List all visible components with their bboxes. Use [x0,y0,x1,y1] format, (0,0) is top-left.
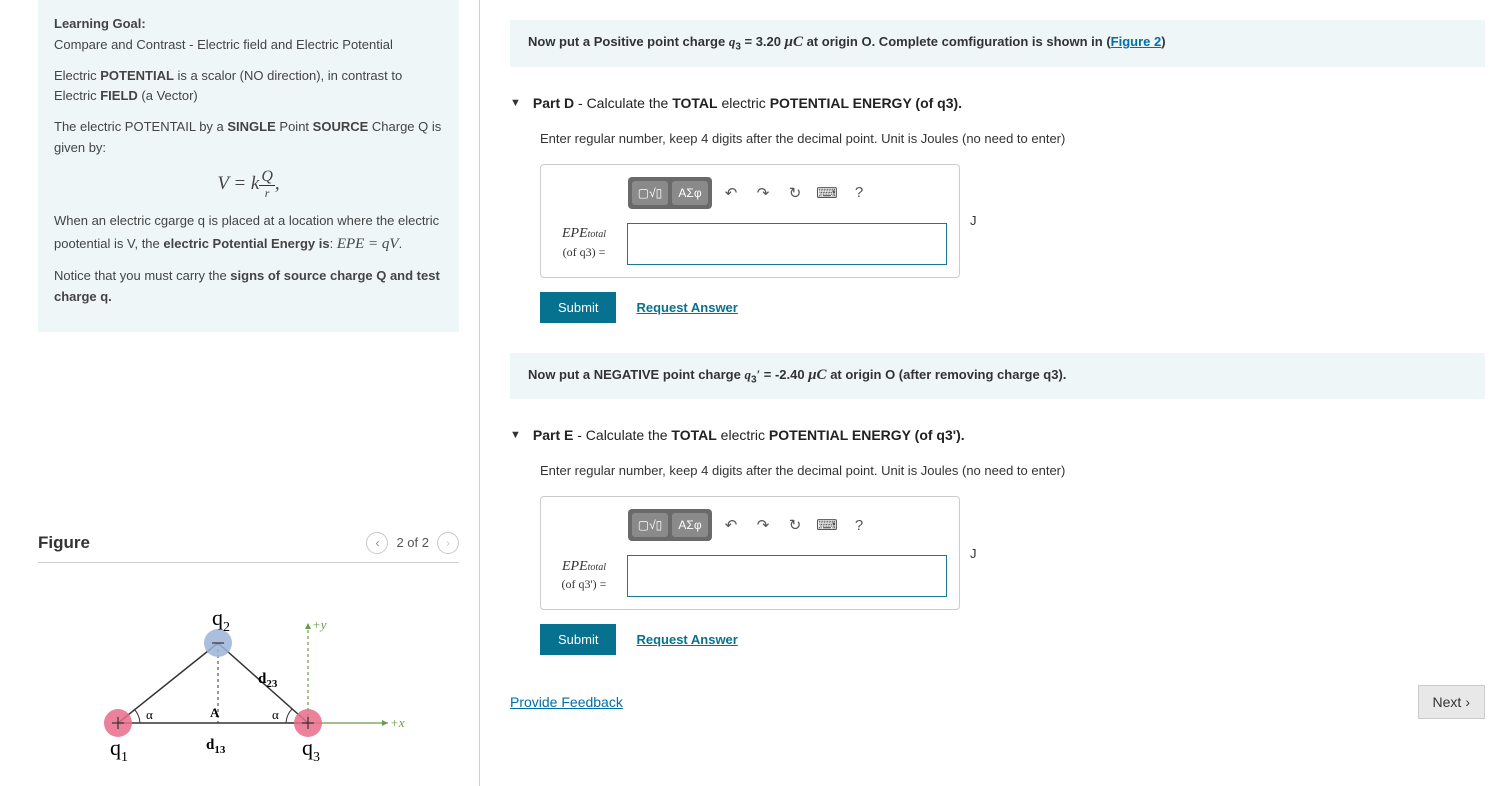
part-e-unit: J [970,546,984,561]
part-e-variable-label: EPEtotal (of q3') = [553,558,615,594]
reset-icon[interactable]: ↻ [782,181,808,205]
learning-p3: When an electric cgarge q is placed at a… [54,211,443,256]
part-d-submit-button[interactable]: Submit [540,292,616,323]
svg-text:d13: d13 [206,737,226,756]
formula-v: V = kQr, [54,169,443,200]
svg-text:q3: q3 [302,735,320,765]
part-e-instruction: Enter regular number, keep 4 digits afte… [540,463,1485,478]
part-e-header[interactable]: ▼ Part E - Calculate the TOTAL electric … [510,419,1485,451]
learning-goal-subtitle: Compare and Contrast - Electric field an… [54,37,393,52]
part-d-header[interactable]: ▼ Part D - Calculate the TOTAL electric … [510,87,1485,119]
provide-feedback-link[interactable]: Provide Feedback [510,694,623,710]
svg-text:+x: +x [390,715,405,730]
svg-text:q1: q1 [110,735,128,765]
svg-text:α: α [146,707,153,722]
part-d-instruction: Enter regular number, keep 4 digits afte… [540,131,1485,146]
right-pane: Now put a Positive point charge q3 = 3.2… [480,0,1505,786]
part-d-block: ▼ Part D - Calculate the TOTAL electric … [510,87,1485,323]
learning-p2: The electric POTENTAIL by a SINGLE Point… [54,117,443,159]
redo-icon[interactable]: ↷ [750,513,776,537]
format-button[interactable]: ▢√▯ [632,181,668,205]
part-e-toolbar: ▢√▯ ΑΣφ ↶ ↷ ↻ ⌨ ? [553,509,947,541]
left-pane: Learning Goal: Compare and Contrast - El… [0,0,480,786]
part-d-request-answer-link[interactable]: Request Answer [636,300,737,315]
part-e-submit-button[interactable]: Submit [540,624,616,655]
learning-p4: Notice that you must carry the signs of … [54,266,443,308]
learning-goal-title: Learning Goal: [54,16,146,31]
pager-prev-button[interactable]: ‹ [366,532,388,554]
figure-diagram: +x +y [38,593,459,776]
figure-section: Figure ‹ 2 of 2 › +x +y [38,532,459,776]
part-e-block: ▼ Part E - Calculate the TOTAL electric … [510,419,1485,655]
info-strip-positive: Now put a Positive point charge q3 = 3.2… [510,20,1485,67]
greek-button[interactable]: ΑΣφ [672,513,708,537]
help-icon[interactable]: ? [846,513,872,537]
part-e-answer-input[interactable] [627,555,947,597]
info-strip-negative: Now put a NEGATIVE point charge q3′ = -2… [510,353,1485,400]
undo-icon[interactable]: ↶ [718,181,744,205]
svg-text:+y: +y [312,617,327,632]
part-d-unit: J [970,213,984,228]
svg-text:α: α [272,707,279,722]
greek-button[interactable]: ΑΣφ [672,181,708,205]
undo-icon[interactable]: ↶ [718,513,744,537]
learning-goal-box: Learning Goal: Compare and Contrast - El… [38,0,459,332]
figure-title: Figure [38,533,90,553]
svg-text:d23: d23 [258,671,278,690]
redo-icon[interactable]: ↷ [750,181,776,205]
help-icon[interactable]: ? [846,181,872,205]
keyboard-icon[interactable]: ⌨ [814,513,840,537]
part-d-answer-panel: ▢√▯ ΑΣφ ↶ ↷ ↻ ⌨ ? EPEtotal (of q3) = [540,164,960,278]
part-d-answer-input[interactable] [627,223,947,265]
figure-pager: ‹ 2 of 2 › [366,532,459,554]
reset-icon[interactable]: ↻ [782,513,808,537]
svg-text:A: A [210,705,220,720]
footer-row: Provide Feedback Next› [510,685,1485,719]
part-e-request-answer-link[interactable]: Request Answer [636,632,737,647]
pager-next-button[interactable]: › [437,532,459,554]
caret-down-icon: ▼ [510,97,521,109]
pager-text: 2 of 2 [396,535,429,550]
learning-p1: Electric POTENTIAL is a scalor (NO direc… [54,66,443,108]
next-button[interactable]: Next› [1418,685,1485,719]
part-d-toolbar: ▢√▯ ΑΣφ ↶ ↷ ↻ ⌨ ? [553,177,947,209]
caret-down-icon: ▼ [510,429,521,441]
chevron-right-icon: › [1465,694,1470,710]
keyboard-icon[interactable]: ⌨ [814,181,840,205]
figure-2-link[interactable]: Figure 2 [1111,34,1162,49]
part-e-answer-panel: ▢√▯ ΑΣφ ↶ ↷ ↻ ⌨ ? EPEtotal (of q3') = [540,496,960,610]
part-d-variable-label: EPEtotal (of q3) = [553,225,615,261]
format-button[interactable]: ▢√▯ [632,513,668,537]
